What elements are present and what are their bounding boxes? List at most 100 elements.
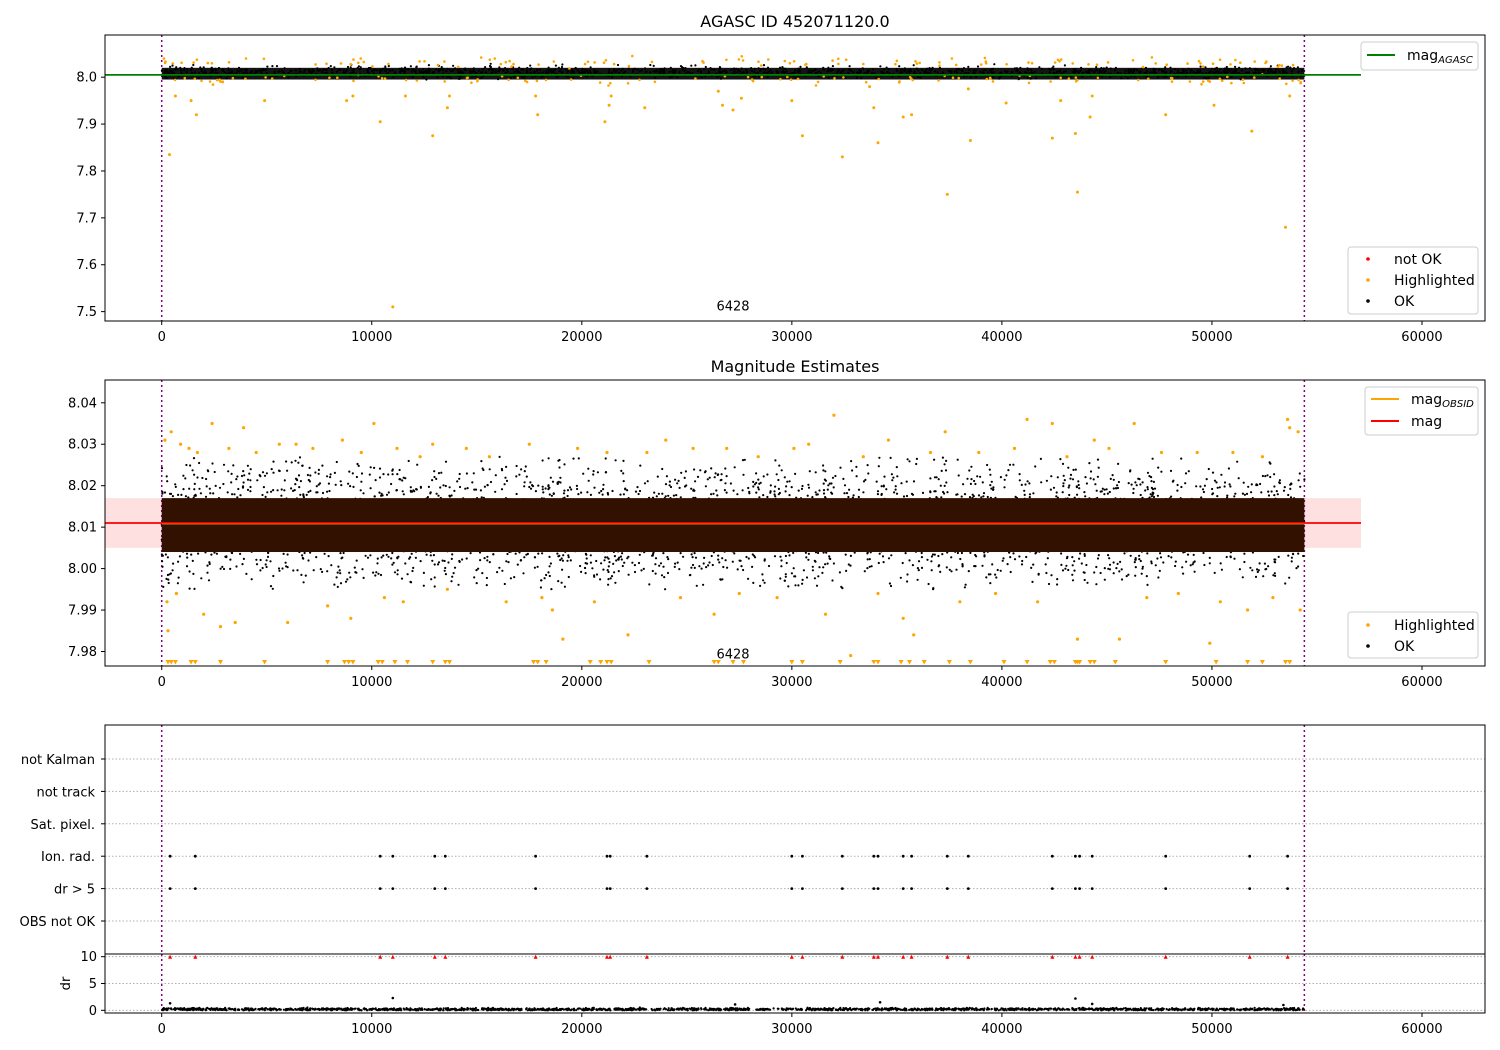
highlighted-point (1150, 56, 1154, 59)
highlighted-point (208, 80, 212, 83)
ok-point (992, 486, 995, 489)
ok-point (917, 569, 920, 572)
highlighted-point (872, 106, 876, 110)
ok-point (672, 69, 675, 72)
ok-point (1141, 481, 1144, 484)
ok-point (968, 496, 972, 499)
highlighted-point (507, 78, 510, 82)
ok-point (344, 580, 348, 583)
ok-point (1234, 65, 1237, 68)
ok-point (1200, 496, 1203, 499)
ok-point (380, 556, 383, 559)
ok-point (678, 70, 681, 74)
ok-point (972, 69, 975, 72)
ok-point (1109, 67, 1112, 70)
ok-point (797, 584, 800, 587)
ok-point (618, 71, 621, 74)
ok-point (280, 494, 283, 497)
ok-point (235, 565, 238, 568)
ok-point (1018, 473, 1021, 476)
ok-point (1157, 576, 1160, 579)
ok-point (371, 70, 374, 73)
ok-point (584, 572, 587, 575)
x-tick-label: 20000 (561, 330, 602, 345)
ok-point (437, 494, 440, 497)
ok-point (658, 68, 662, 71)
ok-point (662, 69, 665, 72)
ok-point (564, 68, 567, 71)
ok-point (866, 464, 869, 467)
highlighted-point (938, 61, 941, 64)
ok-point (349, 485, 352, 488)
ok-point (592, 470, 595, 473)
ok-point (1235, 68, 1238, 71)
ok-point (561, 568, 564, 571)
ok-point (1156, 76, 1160, 79)
ok-point (1224, 69, 1227, 72)
ok-point (452, 64, 455, 67)
ok-point (230, 472, 233, 475)
ok-point (526, 66, 529, 70)
ok-point (525, 71, 528, 74)
ok-point (1187, 67, 1190, 70)
ok-point (1134, 558, 1137, 561)
ok-point (309, 551, 312, 554)
ok-point (668, 484, 671, 487)
ok-point (392, 75, 395, 79)
ok-point (815, 72, 818, 75)
ok-point (551, 70, 554, 73)
ok-point (818, 489, 821, 492)
ok-point (238, 70, 241, 73)
ok-point (947, 69, 950, 72)
ok-point (989, 582, 992, 585)
ok-point (412, 75, 415, 78)
ok-point (794, 472, 797, 475)
ok-point (887, 68, 891, 71)
ok-point (1114, 487, 1117, 490)
ok-point (1282, 489, 1286, 492)
ok-point (782, 67, 785, 70)
ok-point (1118, 570, 1121, 573)
ok-point (1201, 488, 1205, 491)
ok-point (1023, 489, 1026, 492)
ok-point (891, 75, 894, 78)
ok-point (714, 472, 717, 475)
ok-point (531, 76, 534, 79)
ok-point (572, 457, 575, 460)
ok-point (1077, 71, 1080, 75)
ok-point (969, 551, 972, 555)
ok-point (822, 489, 826, 492)
ok-point (1081, 75, 1084, 78)
ok-point (1225, 555, 1228, 559)
ok-point (790, 572, 794, 575)
ok-point (164, 69, 167, 72)
ok-point (1187, 470, 1190, 473)
ok-point (1205, 77, 1208, 80)
ok-point (1214, 70, 1217, 73)
ok-point (785, 561, 788, 565)
highlighted-point (638, 78, 641, 82)
ok-point (621, 552, 624, 555)
ok-point (937, 554, 940, 558)
ok-point (1218, 68, 1221, 71)
ok-point (669, 66, 672, 69)
ok-point (214, 71, 217, 74)
ok-point (831, 65, 835, 68)
ok-point (848, 488, 851, 491)
ok-point (338, 569, 341, 572)
ok-point (912, 64, 915, 67)
ok-point (1019, 66, 1022, 69)
y-tick-label: 8.0 (76, 71, 97, 86)
ok-point (319, 69, 322, 72)
ok-point (440, 66, 443, 69)
ok-point (239, 494, 242, 497)
ok-point (725, 491, 728, 494)
ok-point (618, 556, 621, 559)
highlighted-point (1169, 76, 1173, 80)
ok-point (437, 561, 441, 564)
ok-point (528, 485, 531, 489)
ok-point (1238, 568, 1241, 571)
ok-point (1269, 475, 1272, 479)
ok-point (1198, 71, 1202, 74)
